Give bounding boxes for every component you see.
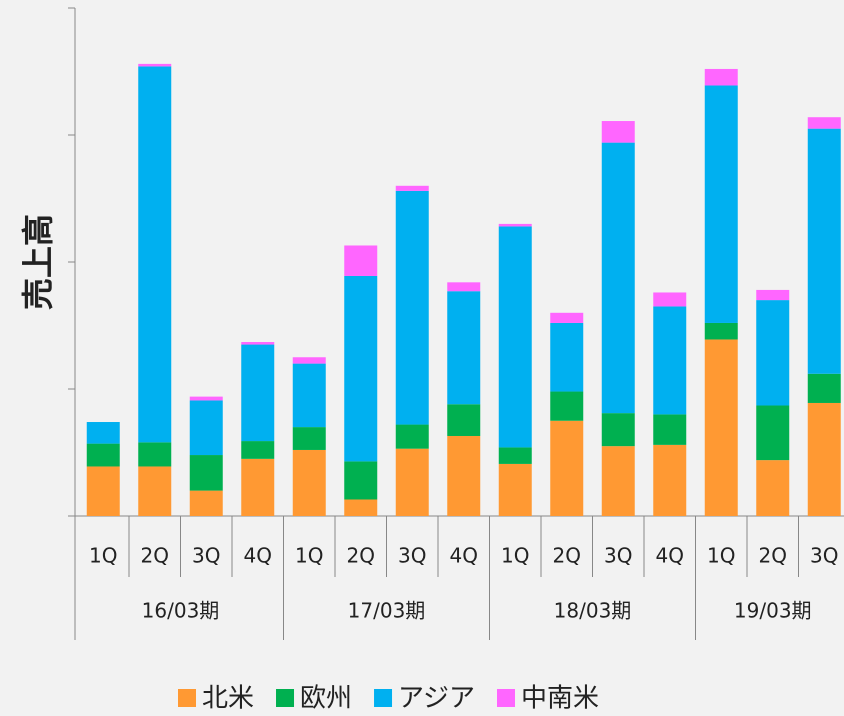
bar-segment [601, 413, 635, 447]
bar-segment [807, 402, 841, 516]
group-label: 18/03期 [554, 599, 632, 623]
bar-segment [138, 442, 172, 467]
x-tick-label: 1Q [501, 544, 529, 568]
bar-segment [189, 396, 223, 401]
legend-label: 欧州 [300, 684, 352, 714]
bar-segment [653, 292, 687, 307]
bar-segment [344, 461, 378, 500]
bar-segment [241, 441, 275, 459]
bar-segment [498, 223, 532, 227]
legend-label: アジア [398, 684, 475, 714]
legend-label: 中南米 [521, 684, 599, 714]
bar-segment [756, 405, 790, 461]
bar-segment [550, 322, 584, 392]
bar-segment [498, 447, 532, 464]
x-tick-label: 2Q [759, 544, 787, 568]
bar-segment [395, 424, 429, 449]
bar-segment [138, 466, 172, 516]
x-tick-label: 2Q [141, 544, 169, 568]
bar-segment [498, 463, 532, 516]
bar-segment [704, 85, 738, 323]
x-tick-label: 3Q [810, 544, 838, 568]
group-label: 17/03期 [348, 599, 426, 623]
bar-segment [756, 300, 790, 406]
bar-segment [189, 400, 223, 456]
bar-segment [447, 404, 481, 436]
bar-segment [86, 422, 120, 444]
bar-segment [807, 128, 841, 374]
x-tick-label: 4Q [656, 544, 684, 568]
bar-segment [704, 339, 738, 516]
bar-segment [292, 357, 326, 364]
bar-segment [601, 121, 635, 143]
bar-segment [189, 490, 223, 516]
x-tick-label: 3Q [604, 544, 632, 568]
x-tick-label: 3Q [192, 544, 220, 568]
bar-segment [550, 391, 584, 421]
bar-segment [550, 312, 584, 323]
bar-segment [807, 117, 841, 129]
bar-segment [447, 282, 481, 292]
bar-segment [189, 455, 223, 491]
x-tick-label: 2Q [553, 544, 581, 568]
bar-segment [653, 306, 687, 415]
bar-segment [756, 289, 790, 301]
bar-segment [344, 499, 378, 516]
x-tick-label: 1Q [89, 544, 117, 568]
x-tick-label: 4Q [450, 544, 478, 568]
x-tick-label: 4Q [244, 544, 272, 568]
x-tick-label: 1Q [707, 544, 735, 568]
bar-segment [756, 460, 790, 516]
bar-segment [601, 142, 635, 414]
bar-segment [653, 444, 687, 516]
bar-segment [550, 420, 584, 516]
bar-segment [292, 427, 326, 450]
bar-segment [807, 373, 841, 403]
x-tick-label: 1Q [295, 544, 323, 568]
bar-segment [498, 226, 532, 448]
legend-swatch [178, 689, 196, 707]
bar-segment [292, 449, 326, 516]
bar-segment [241, 344, 275, 442]
bar-segment [344, 245, 378, 276]
bar-segment [292, 363, 326, 428]
bar-segment [395, 185, 429, 191]
x-tick-label: 2Q [347, 544, 375, 568]
bar-segment [241, 342, 275, 345]
group-label: 19/03期 [734, 599, 812, 623]
legend-swatch [276, 689, 295, 707]
bar-segment [704, 322, 738, 340]
bar-segment [86, 466, 120, 516]
bar-segment [395, 448, 429, 516]
group-label: 16/03期 [142, 599, 220, 623]
bar-segment [138, 63, 172, 67]
bar-segment [601, 446, 635, 516]
x-tick-label: 3Q [398, 544, 426, 568]
bar-segment [241, 458, 275, 516]
bar-segment [447, 435, 481, 516]
legend-swatch [497, 689, 515, 707]
bar-segment [704, 68, 738, 86]
bar-segment [447, 291, 481, 405]
bar-segment [344, 275, 378, 462]
legend-swatch [374, 689, 393, 707]
bar-segment [395, 190, 429, 425]
bar-segment [653, 414, 687, 445]
y-axis-label: 売上高 [19, 214, 57, 310]
legend-label: 北米 [202, 684, 254, 714]
bar-segment [86, 443, 120, 467]
bar-segment [138, 66, 172, 443]
